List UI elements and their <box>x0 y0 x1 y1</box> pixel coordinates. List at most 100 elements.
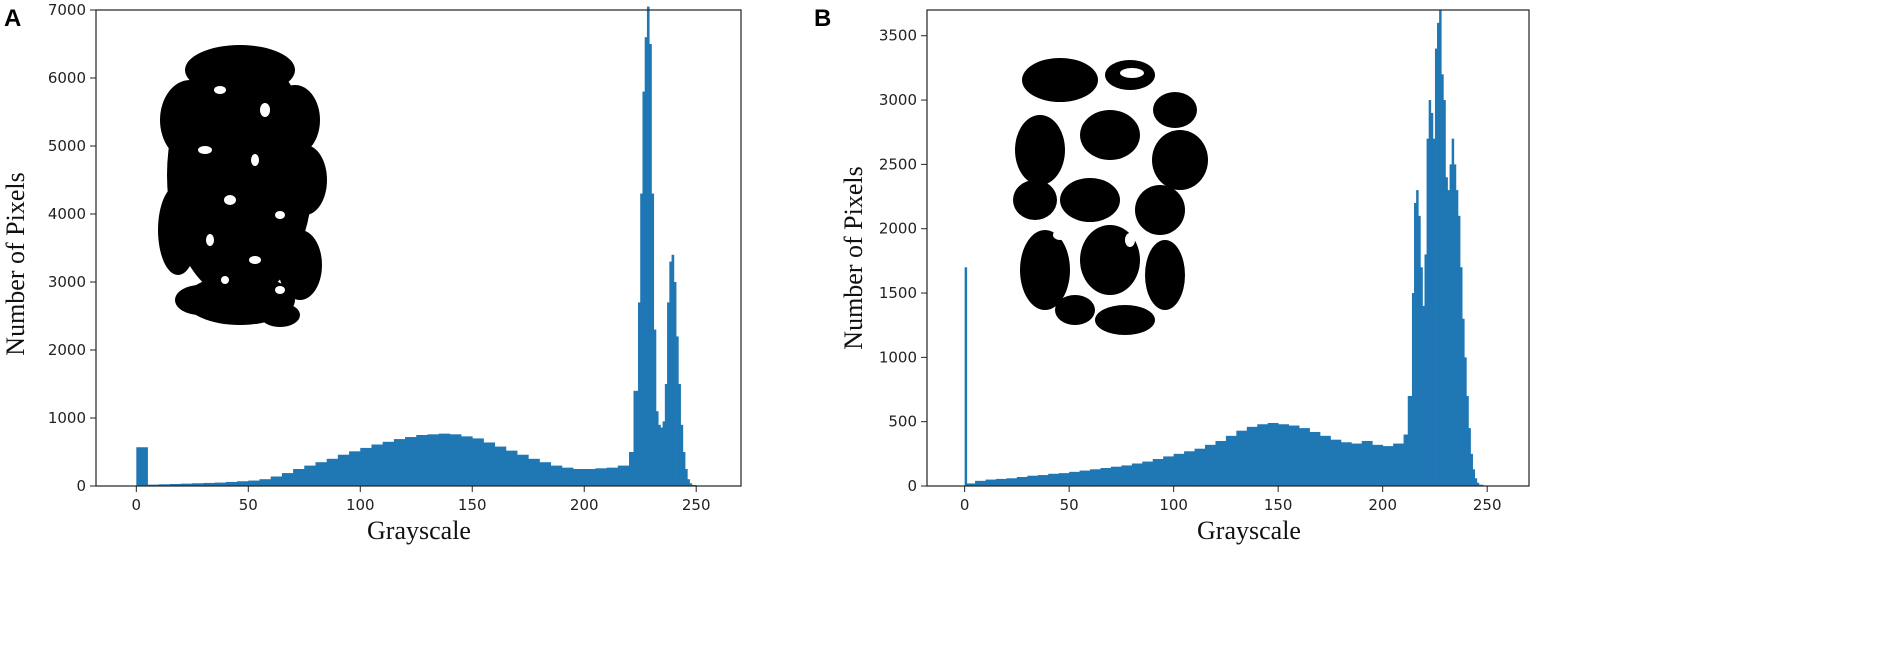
histogram-bar <box>1424 254 1427 486</box>
histogram-bar <box>1351 443 1363 486</box>
histogram-bar <box>640 193 643 486</box>
plot-frame <box>95 9 742 487</box>
histogram-bar <box>1441 74 1444 486</box>
histogram-bar <box>1472 469 1476 486</box>
histogram-bar <box>1016 476 1028 486</box>
y-tick-label: 2000 <box>879 220 917 238</box>
histogram-bar <box>416 435 428 486</box>
histogram-bar <box>203 482 216 486</box>
histogram-bar <box>1330 439 1342 486</box>
histogram-bar <box>1079 470 1091 486</box>
histogram-bar <box>1411 293 1415 486</box>
inset-blob-holes-b <box>1053 68 1151 305</box>
histogram-bar <box>1225 435 1237 486</box>
histogram-bar <box>449 434 462 486</box>
histogram-bar <box>371 444 384 486</box>
histogram-bar <box>1048 473 1060 486</box>
y-tick-label: 0 <box>907 477 917 495</box>
histogram-bar <box>584 469 596 486</box>
histogram-bar <box>1121 465 1133 486</box>
histogram-bar <box>1466 395 1469 486</box>
histogram-bar <box>1434 48 1438 487</box>
x-axis-label-b: Grayscale <box>1197 516 1301 545</box>
histogram-bar <box>304 465 316 486</box>
histogram-bar <box>1462 318 1465 486</box>
histogram-bar <box>1437 22 1440 487</box>
histogram-bar <box>494 446 507 486</box>
histogram-bar <box>660 427 664 486</box>
histogram-bar <box>658 424 661 486</box>
histogram-bar <box>225 481 238 486</box>
histogram-bar <box>1069 471 1080 486</box>
histogram-bar <box>1006 478 1018 486</box>
histogram-bar <box>1184 451 1195 486</box>
histogram-bar <box>1464 357 1467 486</box>
histogram-bar <box>1428 100 1432 487</box>
histogram-bar <box>595 468 608 486</box>
histogram-bar <box>483 442 496 486</box>
histogram-bar <box>687 479 690 486</box>
histogram-bar <box>181 483 193 486</box>
histogram-bar <box>1468 428 1471 486</box>
histogram-bar <box>1205 444 1216 486</box>
histogram-bar <box>629 452 634 486</box>
histogram-bar <box>1027 475 1039 486</box>
y-tick-label: 7000 <box>48 1 86 19</box>
x-tick-label: 150 <box>1264 496 1293 514</box>
histogram-bar <box>169 483 182 486</box>
histogram-bar <box>550 465 563 486</box>
x-tick-label: 100 <box>346 496 375 514</box>
histogram-bar <box>136 447 148 486</box>
histogram-bar <box>1194 448 1206 486</box>
y-tick-label: 0 <box>76 477 86 495</box>
y-tick-label: 4000 <box>48 205 86 223</box>
y-axis-label-a: Number of Pixels <box>1 172 30 355</box>
histogram-bar <box>349 451 361 486</box>
plot-frame <box>926 9 1530 487</box>
histogram-bar <box>1257 424 1269 486</box>
histogram-bar <box>1131 463 1143 486</box>
histogram-bar <box>1426 138 1430 486</box>
y-tick-label: 6000 <box>48 69 86 87</box>
histogram-bar <box>966 483 976 486</box>
histogram-bar <box>1058 473 1070 486</box>
x-tick-label: 250 <box>1473 496 1502 514</box>
y-tick-label: 2000 <box>48 341 86 359</box>
x-tick-label: 100 <box>1159 496 1188 514</box>
x-tick-label: 0 <box>132 496 142 514</box>
histogram-bar <box>147 484 160 486</box>
histogram-bar <box>1246 426 1258 486</box>
histogram-bar <box>158 484 171 486</box>
histogram-bar <box>664 384 668 486</box>
histogram-bar <box>192 483 204 486</box>
histogram-bars-a <box>136 6 704 486</box>
histogram-bar <box>326 458 339 486</box>
histogram-bar <box>472 438 484 486</box>
inset-blob-holes-a <box>198 86 285 294</box>
histogram-bar <box>1037 475 1049 486</box>
histogram-bar <box>642 91 646 486</box>
histogram-bar <box>1414 202 1417 486</box>
y-tick-label: 2500 <box>879 155 917 173</box>
histogram-bar <box>1451 138 1455 486</box>
histogram-bar <box>248 480 260 486</box>
histogram-bar <box>606 467 619 486</box>
histogram-bar <box>337 454 350 486</box>
histogram-bar <box>360 447 372 486</box>
histogram-bar <box>1090 469 1101 486</box>
histogram-bar <box>637 302 641 486</box>
histogram-bar <box>1340 442 1352 486</box>
histogram-bar <box>1407 395 1413 486</box>
inset-blob-silhouette-b <box>1013 58 1208 335</box>
histogram-bar <box>964 267 968 486</box>
histogram-bar <box>405 437 417 486</box>
histogram-bar <box>1457 215 1461 486</box>
histogram-bar <box>633 390 639 486</box>
histogram-bar <box>1443 100 1446 487</box>
histogram-bar <box>985 479 997 486</box>
histogram-bar <box>1299 428 1310 486</box>
histogram-bar <box>1215 440 1227 486</box>
histogram-bar <box>617 465 630 486</box>
